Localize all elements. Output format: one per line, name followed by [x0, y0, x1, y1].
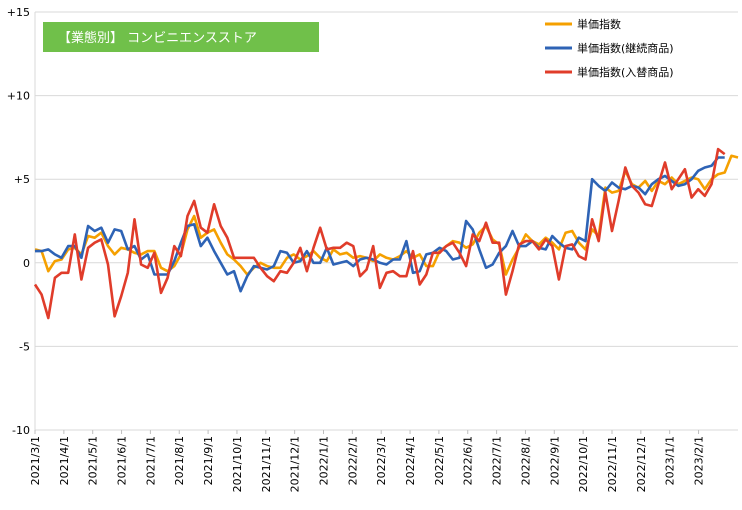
x-tick-label: 2021/11/1	[260, 436, 273, 492]
legend-label: 単価指数(入替商品)	[577, 65, 674, 79]
series-line-3	[33, 147, 726, 320]
x-tick-label: 2022/10/1	[577, 436, 590, 492]
x-tick-label: 2022/11/1	[606, 436, 619, 492]
y-tick-label: 0	[23, 257, 30, 270]
x-tick-label: 2021/10/1	[231, 436, 244, 492]
title-badge-background	[43, 22, 319, 52]
series-lines	[33, 147, 739, 320]
x-tick-label: 2022/7/1	[491, 436, 504, 485]
x-tick-label: 2021/6/1	[116, 436, 129, 485]
x-tick-label: 2022/8/1	[519, 436, 532, 485]
legend-label: 単価指数	[577, 17, 621, 31]
y-tick-label: +10	[7, 90, 30, 103]
x-tick-label: 2021/5/1	[87, 436, 100, 485]
chart-title: 【業態別】 コンビニエンスストア	[58, 30, 257, 46]
x-tick-label: 2022/6/1	[462, 436, 475, 485]
x-tick-label: 2022/3/1	[375, 436, 388, 485]
x-tick-label: 2021/7/1	[144, 436, 157, 485]
x-tick-label: 2021/8/1	[173, 436, 186, 485]
legend-label: 単価指数(継続商品)	[577, 41, 674, 55]
x-tick-label: 2021/12/1	[289, 436, 302, 492]
x-tick-label: 2022/4/1	[404, 436, 417, 485]
series-line-2	[35, 156, 725, 293]
x-tick-label: 2022/2/1	[346, 436, 359, 485]
x-tick-label: 2022/1/1	[317, 436, 330, 485]
x-tick-label: 2021/3/1	[29, 436, 42, 485]
y-tick-label: +5	[14, 173, 30, 186]
y-tick-label: +15	[7, 6, 30, 19]
x-tick-label: 2021/4/1	[58, 436, 71, 485]
x-tick-label: 2021/9/1	[202, 436, 215, 485]
x-tick-label: 2022/5/1	[433, 436, 446, 485]
x-tick-label: 2023/2/1	[693, 436, 706, 485]
x-tick-label: 2022/9/1	[548, 436, 561, 485]
x-tick-label: 2022/12/1	[635, 436, 648, 492]
y-axis: -10 -5 0 +5 +10 +15	[7, 6, 36, 437]
x-axis: 2021/3/1 2021/4/1 2021/5/1 2021/6/1 2021/7/1…	[29, 430, 706, 492]
x-tick-label: 2023/1/1	[664, 436, 677, 485]
y-tick-label: -10	[12, 424, 30, 437]
chart-title-badge: 【業態別】 コンビニエンスストア	[43, 22, 319, 52]
y-tick-label: -5	[19, 340, 30, 353]
gridlines	[35, 11, 738, 431]
